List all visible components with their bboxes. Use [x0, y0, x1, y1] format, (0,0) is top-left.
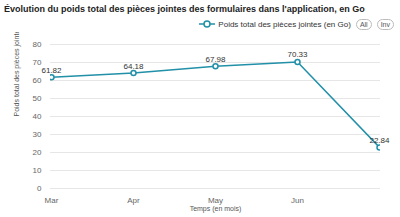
html-text:All: All [359, 20, 368, 28]
svg-text:40: 40 [33, 112, 42, 121]
svg-text:30: 30 [33, 130, 42, 139]
svg-text:20: 20 [33, 148, 42, 157]
svg-text:22.84: 22.84 [369, 136, 390, 145]
svg-text:61.82: 61.82 [41, 66, 62, 75]
svg-text:Jun: Jun [291, 196, 304, 205]
svg-text:10: 10 [33, 166, 42, 175]
html-text:Inv: Inv [380, 20, 390, 28]
html-text:Évolution du poids total des p: Évolution du poids total des pièces join… [4, 4, 365, 14]
svg-text:80: 80 [33, 40, 42, 49]
svg-text:70: 70 [32, 58, 42, 68]
svg-text:0: 0 [37, 184, 42, 193]
svg-text:Temps (en mois): Temps (en mois) [190, 205, 242, 213]
svg-text:70.33: 70.33 [287, 50, 308, 59]
svg-text:64.18: 64.18 [123, 62, 144, 71]
html-text:Poids total des pièces jointes: Poids total des pièces jointes (en Go) [218, 19, 351, 29]
svg-text:Poids total des pièces jointes: Poids total des pièces jointes des formu… [13, 32, 21, 117]
svg-text:60: 60 [33, 76, 42, 85]
svg-text:67.98: 67.98 [205, 55, 226, 64]
svg-text:50: 50 [33, 94, 42, 103]
svg-text:Apr: Apr [127, 196, 140, 205]
svg-text:May: May [207, 196, 224, 206]
svg-text:Mar: Mar [45, 196, 59, 205]
